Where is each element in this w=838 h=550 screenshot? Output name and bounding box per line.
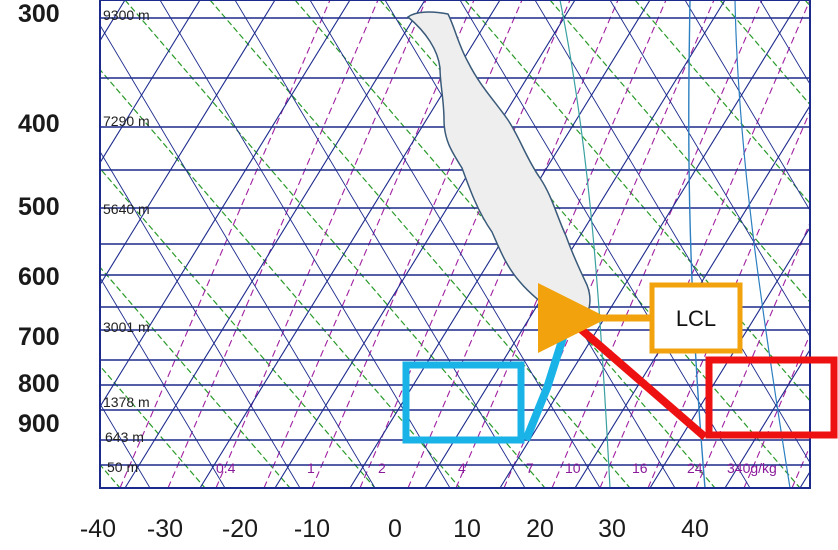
altitude-label: 50 m bbox=[107, 459, 138, 475]
pressure-axis: 300 400 500 600 700 800 900 bbox=[18, 0, 60, 438]
mixing-ratio-labels: 0.4 1 2 4 7 10 16 24 340g/kg bbox=[216, 460, 777, 476]
mixing-ratio-label: 340g/kg bbox=[727, 460, 777, 476]
pressure-tick-label: 700 bbox=[18, 323, 60, 351]
temperature-tick-label: -40 bbox=[80, 515, 116, 543]
mixing-ratio-label: 7 bbox=[526, 460, 534, 476]
isotherm-cross-line bbox=[759, 0, 810, 86]
mixing-ratio-label: 4 bbox=[458, 460, 466, 476]
lcl-label: LCL bbox=[676, 306, 716, 331]
dry-adiabat-line bbox=[209, 0, 631, 488]
altitude-label: 3001 m bbox=[103, 319, 150, 335]
temperature-tick-label: 40 bbox=[681, 515, 709, 543]
dewpoint-box bbox=[402, 361, 525, 444]
temperature-box bbox=[705, 356, 838, 439]
dry-adiabat-line bbox=[100, 266, 291, 488]
mixing-ratio-label: 0.4 bbox=[216, 460, 236, 476]
altitude-label: 9300 m bbox=[103, 7, 150, 23]
mixing-ratio-label: 10 bbox=[565, 460, 581, 476]
isotherm-cross-line bbox=[100, 402, 151, 488]
dry-adiabat-line bbox=[379, 0, 801, 488]
isotherm-cross-line bbox=[684, 0, 810, 212]
mixing-ratio-label: 24 bbox=[687, 460, 703, 476]
pressure-tick-label: 600 bbox=[18, 263, 60, 291]
altitude-label: 1378 m bbox=[103, 394, 150, 410]
plot-frame bbox=[99, 0, 811, 489]
mixing-ratio-label: 16 bbox=[632, 460, 648, 476]
pressure-tick-label: 400 bbox=[18, 110, 60, 138]
temperature-tick-label: 0 bbox=[388, 515, 402, 543]
altitude-label: 5640 m bbox=[103, 201, 150, 217]
pressure-tick-label: 500 bbox=[18, 193, 60, 221]
dry-adiabat-line bbox=[294, 0, 716, 488]
isotherm-line bbox=[724, 348, 810, 488]
dry-adiabat-line bbox=[100, 68, 461, 488]
thin-blue-trace bbox=[688, 0, 706, 488]
pressure-tick-label: 300 bbox=[18, 0, 60, 28]
dry-adiabat-line bbox=[100, 167, 376, 488]
altitude-label: 643 m bbox=[105, 429, 144, 445]
temperature-tick-label: -10 bbox=[294, 515, 330, 543]
temperature-axis: -40 -30 -20 -10 0 10 20 30 40 bbox=[80, 515, 709, 543]
temperature-tick-label: 10 bbox=[453, 515, 481, 543]
temperature-tick-label: 20 bbox=[526, 515, 554, 543]
thin-blue-trace-2 bbox=[734, 0, 791, 488]
isotherm-cross-line bbox=[100, 276, 226, 488]
isotherm-line bbox=[100, 0, 201, 164]
temperature-tick-label: -20 bbox=[222, 515, 258, 543]
thin-teal-trace bbox=[559, 0, 611, 488]
sounding-traces bbox=[559, 0, 791, 488]
temperature-tick-label: -30 bbox=[147, 515, 183, 543]
pressure-tick-label: 900 bbox=[18, 410, 60, 438]
lcl-box bbox=[649, 282, 743, 354]
altitude-labels: 9300 m 7290 m 5640 m 3001 m 1378 m 643 m 50 m bbox=[103, 7, 150, 475]
dry-adiabat-line bbox=[100, 365, 206, 488]
mixing-ratio-label: 1 bbox=[307, 460, 315, 476]
mixing-ratio-line bbox=[743, 333, 810, 488]
mixing-ratio-label: 2 bbox=[378, 460, 386, 476]
altitude-label: 7290 m bbox=[103, 113, 150, 129]
temperature-tick-label: 30 bbox=[598, 515, 626, 543]
pressure-tick-label: 800 bbox=[18, 370, 60, 398]
